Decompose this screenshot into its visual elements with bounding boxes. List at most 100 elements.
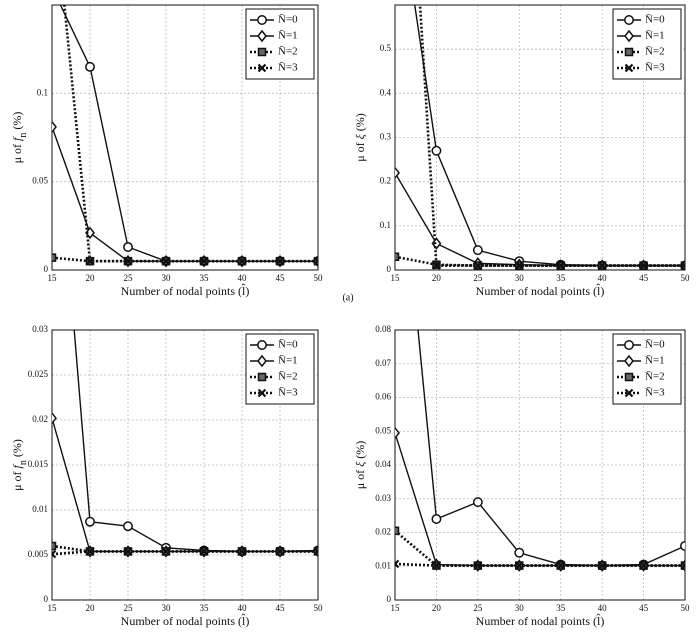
marker xyxy=(85,547,95,556)
marker xyxy=(52,253,57,262)
x-tick-label: 20 xyxy=(432,603,442,613)
y-axis-title-part: μ of xyxy=(353,467,367,489)
x-tick-label: 35 xyxy=(200,273,210,283)
x-axis-title: Number of nodal points (l̂) xyxy=(476,613,605,628)
x-tick-label: 25 xyxy=(473,603,483,613)
axes-frame xyxy=(394,329,686,601)
y-tick-label: 0.015 xyxy=(28,459,49,469)
y-axis-title: μ of fn (%) xyxy=(10,112,29,164)
x-tick-label: 30 xyxy=(515,273,525,283)
x-tick-label: 45 xyxy=(639,603,649,613)
marker xyxy=(52,541,57,551)
legend-label: N̄=3 xyxy=(278,61,298,73)
y-tick-label: 0.01 xyxy=(32,504,48,514)
y-tick-label: 0.03 xyxy=(375,493,391,503)
y-tick-label: 0.04 xyxy=(375,459,391,469)
marker xyxy=(275,547,285,556)
x-tick-label: 50 xyxy=(681,273,691,283)
axes-frame xyxy=(51,4,319,271)
marker xyxy=(257,372,267,382)
y-axis-title: μ of fn (%) xyxy=(10,439,29,491)
x-tick-label: 40 xyxy=(238,603,248,613)
y-axis-title-part: f xyxy=(10,463,24,468)
y-tick-label: 0.005 xyxy=(28,549,49,559)
x-tick-label: 25 xyxy=(124,603,134,613)
y-tick-label: 0 xyxy=(387,264,392,274)
series-line xyxy=(52,550,318,556)
legend-label: N̄=1 xyxy=(645,29,665,41)
marker xyxy=(257,388,267,398)
marker xyxy=(395,166,400,180)
marker xyxy=(624,340,634,350)
y-tick-label: 0.5 xyxy=(380,43,392,53)
series-line xyxy=(395,255,685,267)
marker xyxy=(624,47,634,57)
legend-label: N̄=1 xyxy=(278,354,298,366)
marker xyxy=(624,354,634,368)
x-tick-label: 50 xyxy=(681,603,691,613)
y-tick-label: 0.1 xyxy=(380,220,391,230)
y-tick-label: 0.1 xyxy=(37,87,48,97)
y-axis-title-part: ξ xyxy=(353,461,367,467)
y-axis-title: μ of ξ (%) xyxy=(353,113,367,162)
panel: 15 20 25 30 35 40 45 50 0 0.05 0.1 Number of nodal … xyxy=(10,4,323,298)
marker xyxy=(52,120,57,134)
y-tick-label: 0.01 xyxy=(375,560,391,570)
marker xyxy=(123,242,133,252)
marker xyxy=(123,547,133,556)
x-tick-label: 30 xyxy=(162,603,172,613)
x-tick-label: 35 xyxy=(200,603,210,613)
marker xyxy=(639,561,648,570)
marker xyxy=(431,145,442,156)
legend-label: N̄=3 xyxy=(278,386,298,398)
x-tick-label: 20 xyxy=(432,273,442,283)
caption: (a) xyxy=(342,292,353,303)
x-tick-label: 15 xyxy=(391,273,401,283)
y-tick-label: 0.3 xyxy=(380,132,392,142)
y-tick-label: 0 xyxy=(44,594,49,604)
marker xyxy=(395,426,400,440)
marker xyxy=(680,261,685,270)
y-tick-label: 0.05 xyxy=(375,425,391,435)
marker xyxy=(680,561,685,570)
marker xyxy=(237,256,247,266)
series-layer xyxy=(52,330,318,559)
y-tick-label: 0.4 xyxy=(380,87,392,97)
y-axis-title-part: n xyxy=(18,460,29,465)
y-axis-title-part: ξ xyxy=(353,133,367,139)
x-tick-label: 25 xyxy=(473,273,483,283)
marker xyxy=(432,261,441,270)
y-axis-title-part: μ of xyxy=(10,141,24,163)
marker xyxy=(431,237,442,250)
y-tick-label: 0.2 xyxy=(380,176,391,186)
marker xyxy=(199,256,209,266)
series-line xyxy=(395,562,685,567)
x-tick-label: 35 xyxy=(556,603,566,613)
legend-label: N̄=2 xyxy=(278,370,298,382)
legend-label: N̄=0 xyxy=(645,338,665,350)
y-tick-label: 0.025 xyxy=(28,369,49,379)
axes-frame xyxy=(394,4,686,271)
series-layer xyxy=(52,5,318,268)
x-tick-label: 50 xyxy=(314,603,324,613)
marker xyxy=(257,29,267,43)
panel: 15 20 25 30 35 40 45 50 0 0.01 0.02 0.03 0.04 0.05 0.0… xyxy=(353,324,691,628)
legend-label: N̄=0 xyxy=(278,13,298,25)
marker xyxy=(432,561,441,570)
marker xyxy=(624,372,634,382)
x-tick-label: 30 xyxy=(515,603,525,613)
marker xyxy=(680,541,685,551)
marker xyxy=(257,340,267,350)
legend-label: N̄=2 xyxy=(278,45,298,57)
legend-label: N̄=2 xyxy=(645,370,665,382)
marker xyxy=(395,526,400,536)
marker xyxy=(624,29,634,43)
y-tick-label: 0 xyxy=(44,264,49,274)
marker xyxy=(85,226,95,240)
legend-label: N̄=1 xyxy=(278,29,298,41)
marker xyxy=(472,245,483,256)
axes-frame xyxy=(51,329,319,601)
legend-label: N̄=0 xyxy=(278,338,298,350)
marker xyxy=(624,388,634,398)
marker xyxy=(473,561,483,570)
